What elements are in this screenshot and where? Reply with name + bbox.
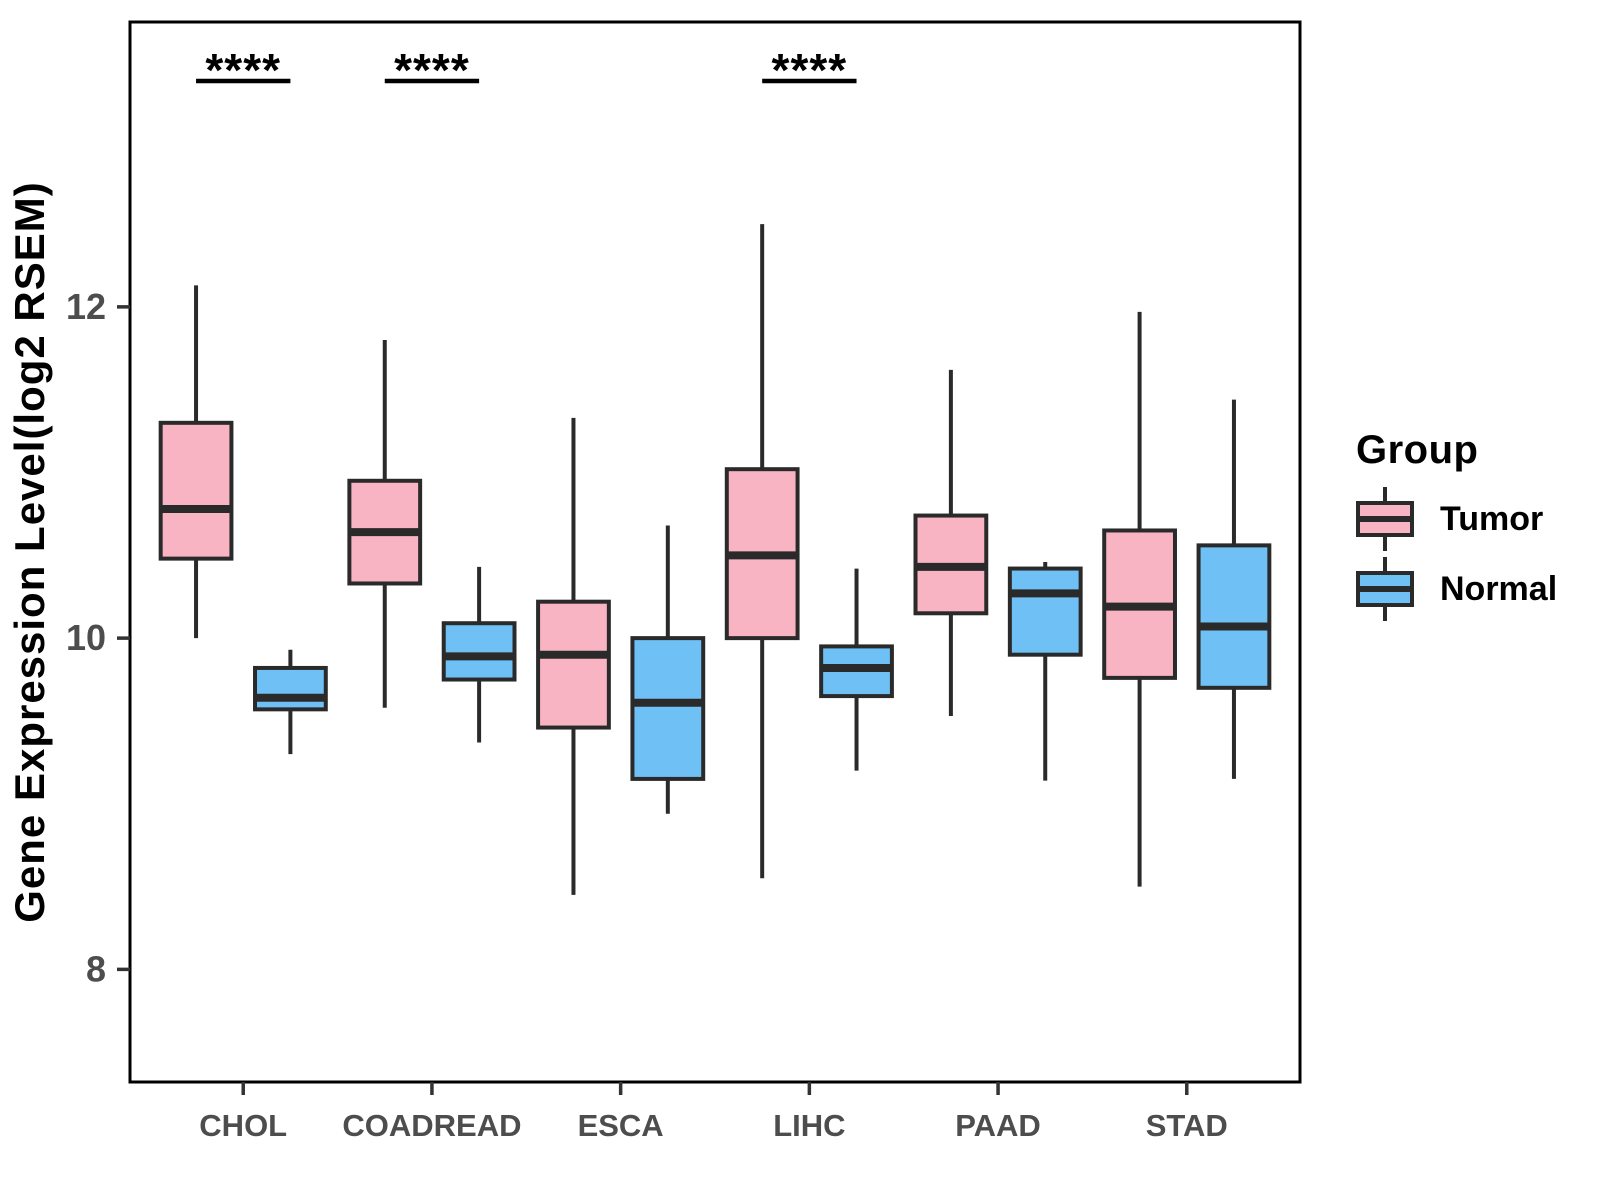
x-category-label: STAD — [1146, 1108, 1228, 1143]
x-category-label: COADREAD — [342, 1108, 521, 1143]
x-category-label: PAAD — [955, 1108, 1041, 1143]
box-normal-chol — [253, 665, 328, 712]
legend-title: Group — [1356, 428, 1479, 472]
legend: Group Tumor Normal — [1356, 428, 1557, 627]
legend-label-tumor: Tumor — [1440, 499, 1544, 538]
significance-stars-lihc: **** — [772, 44, 848, 96]
box-normal-coadread — [441, 621, 517, 682]
tumor-boxplot-key-icon — [1356, 487, 1414, 551]
x-category-label: CHOL — [199, 1108, 287, 1143]
panel-border — [128, 20, 1302, 1084]
box-normal-paad — [1007, 566, 1083, 657]
x-category-label: LIHC — [773, 1108, 845, 1143]
x-category-label: ESCA — [578, 1108, 664, 1143]
normal-boxplot-key-icon — [1356, 557, 1414, 621]
box-tumor-esca — [536, 599, 611, 730]
legend-item-normal: Normal — [1356, 557, 1557, 621]
significance-stars-coadread: **** — [394, 44, 470, 96]
significance-stars-chol: **** — [205, 44, 281, 96]
legend-label-normal: Normal — [1440, 569, 1558, 608]
legend-item-tumor: Tumor — [1356, 487, 1557, 551]
box-tumor-chol — [158, 420, 234, 561]
y-tick-label: 8 — [86, 948, 106, 989]
y-tick-label: 10 — [66, 617, 106, 658]
y-tick-label: 12 — [66, 286, 106, 327]
box-normal-stad — [1196, 543, 1272, 690]
y-axis-title: Gene Expression Level(log2 RSEM) — [6, 181, 53, 923]
box-normal-esca — [630, 636, 706, 781]
plot-area: 8 10 12 CHOL COADREAD ESCA LIHC PAAD STAD **** ***… — [66, 20, 1302, 1143]
